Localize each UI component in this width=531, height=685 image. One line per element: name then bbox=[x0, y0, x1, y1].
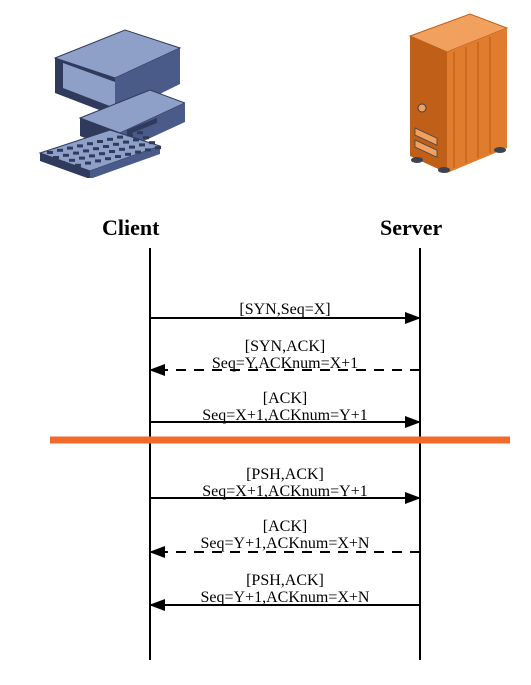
message-label-3-line2: Seq=X+1,ACKnum=Y+1 bbox=[20, 484, 531, 501]
message-label-0: [SYN,Seq=X] bbox=[20, 302, 531, 319]
message-label-3: [PSH,ACK]Seq=X+1,ACKnum=Y+1 bbox=[20, 467, 531, 501]
message-label-4-line1: [ACK] bbox=[20, 519, 531, 536]
message-label-1-line2: Seq=Y,ACKnum=X+1 bbox=[20, 356, 531, 373]
message-label-2-line2: Seq=X+1,ACKnum=Y+1 bbox=[20, 408, 531, 425]
message-label-4: [ACK]Seq=Y+1,ACKnum=X+N bbox=[20, 519, 531, 553]
message-label-5: [PSH,ACK]Seq=Y+1,ACKnum=X+N bbox=[20, 573, 531, 607]
message-label-0-line1: [SYN,Seq=X] bbox=[20, 302, 531, 319]
message-label-4-line2: Seq=Y+1,ACKnum=X+N bbox=[20, 536, 531, 553]
message-label-1: [SYN,ACK]Seq=Y,ACKnum=X+1 bbox=[20, 339, 531, 373]
message-label-3-line1: [PSH,ACK] bbox=[20, 467, 531, 484]
message-label-2: [ACK]Seq=X+1,ACKnum=Y+1 bbox=[20, 391, 531, 425]
message-label-1-line1: [SYN,ACK] bbox=[20, 339, 531, 356]
tcp-sequence-diagram: ClientServer[SYN,Seq=X][SYN,ACK]Seq=Y,AC… bbox=[0, 0, 531, 685]
message-label-2-line1: [ACK] bbox=[20, 391, 531, 408]
message-label-5-line1: [PSH,ACK] bbox=[20, 573, 531, 590]
message-label-5-line2: Seq=Y+1,ACKnum=X+N bbox=[20, 590, 531, 607]
